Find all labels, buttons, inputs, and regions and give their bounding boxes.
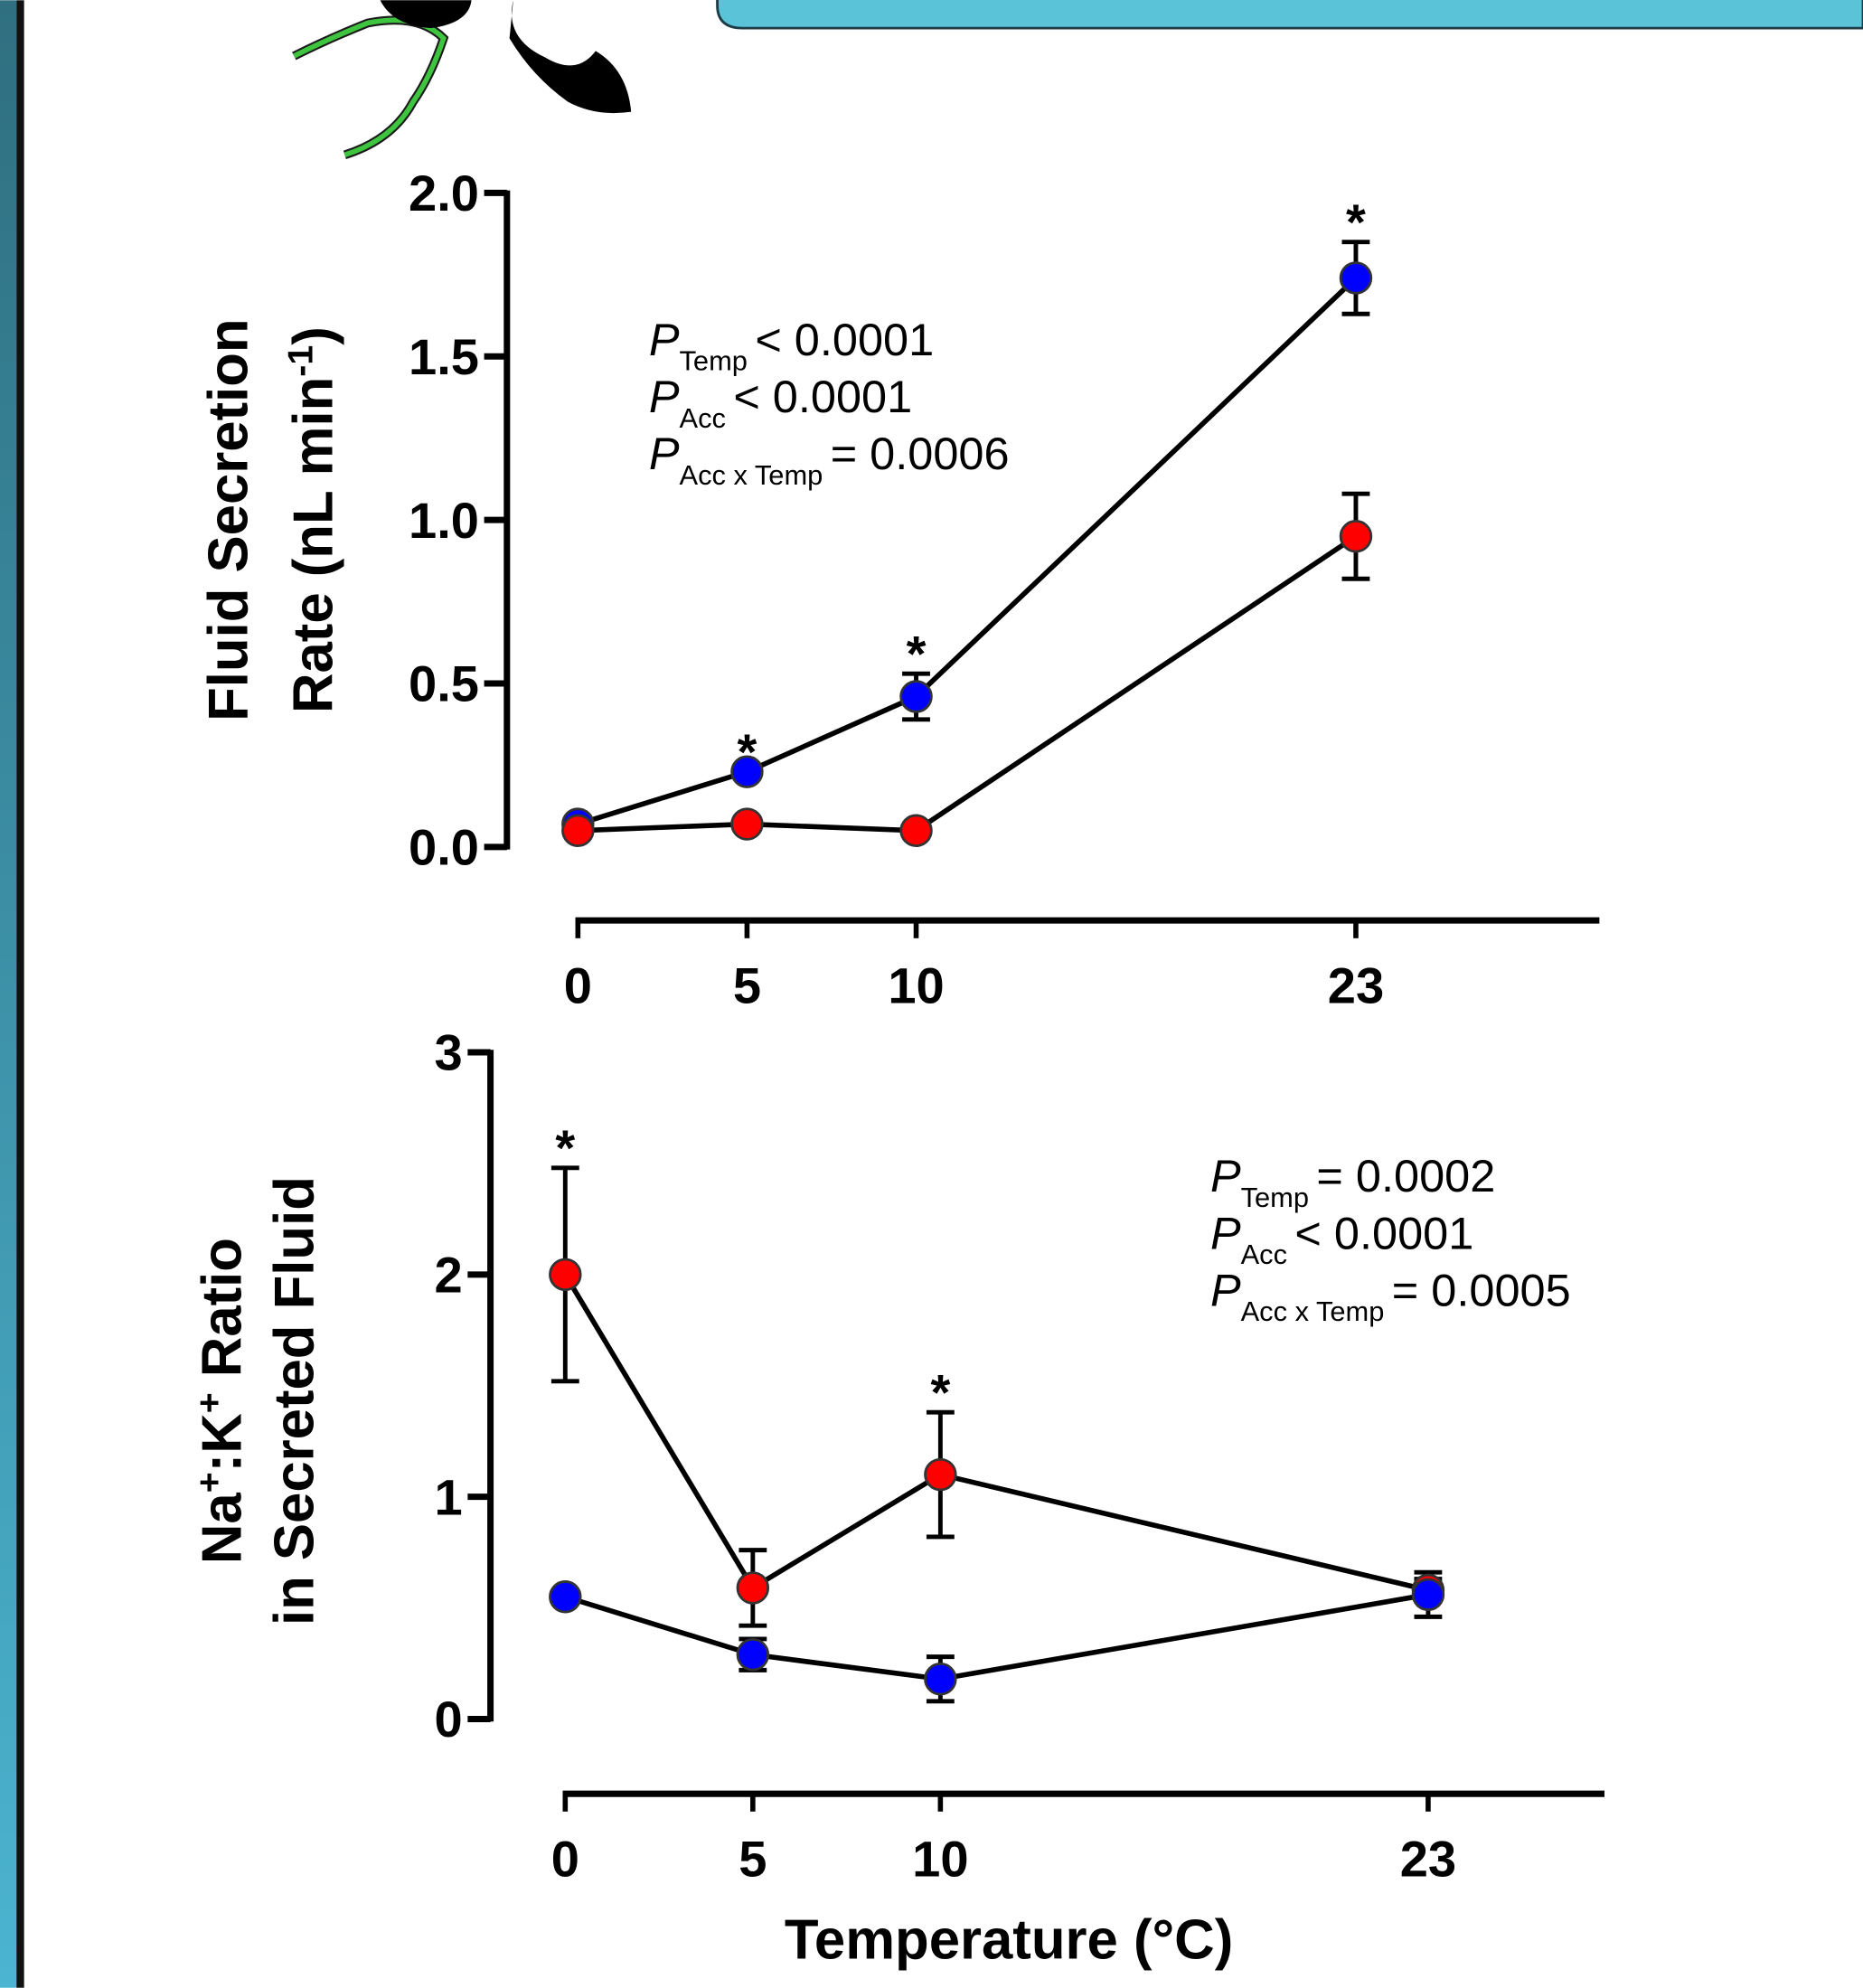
y-tick-label: 1.0 — [409, 492, 479, 549]
x-tick-label: 5 — [733, 956, 761, 1013]
y-tick-label: 0.0 — [409, 818, 479, 875]
data-point — [549, 1258, 582, 1292]
stat-line: PAcc x Temp = 0.0006 — [649, 428, 1010, 491]
y-axis-label: Na+:K+ Ratio — [189, 1238, 253, 1564]
data-point — [730, 755, 764, 788]
y-axis-label-part: + — [189, 1392, 229, 1413]
data-point — [1339, 519, 1373, 553]
stat-subscript: Acc — [1241, 1239, 1287, 1270]
series-line — [578, 533, 1358, 834]
header-box — [716, 0, 1863, 30]
x-tick-label: 0 — [551, 1830, 579, 1887]
stat-symbol: P — [649, 371, 680, 422]
x-axis-label: Temperature (°C) — [785, 1908, 1233, 1971]
data-point — [730, 807, 764, 841]
x-tick-label: 0 — [564, 956, 592, 1013]
stat-subscript: Acc x Temp — [680, 459, 823, 491]
data-point — [924, 1457, 957, 1492]
y-tick-label: 3 — [435, 1024, 463, 1081]
stat-line: PAcc x Temp = 0.0005 — [1210, 1264, 1571, 1327]
y-axis-label-part: :K — [191, 1413, 253, 1472]
data-point — [736, 1571, 770, 1605]
side-border — [16, 0, 24, 1988]
stat-symbol: P — [1210, 1207, 1241, 1258]
y-tick-label: 0.5 — [409, 655, 479, 712]
series-line — [577, 276, 1358, 827]
chart: 0.0 0.5 1.0 1.5 2.0 0 5 10 23 Fluid Secretion Rate… — [197, 165, 1600, 1013]
stat-text: < 0.0001 — [733, 371, 912, 422]
y-axis-label-part: Ratio — [191, 1238, 253, 1392]
stat-subscript: Temp — [680, 345, 748, 377]
data-point — [899, 680, 933, 713]
y-tick-label: 1.5 — [409, 328, 479, 385]
stat-symbol: P — [649, 428, 680, 479]
stat-text: < 0.0001 — [1294, 1207, 1473, 1258]
significance-marker: * — [907, 625, 927, 682]
x-tick-label: 23 — [1400, 1830, 1456, 1887]
y-axis-label-part: Na — [191, 1493, 253, 1565]
stat-line: PTemp = 0.0002 — [1210, 1150, 1495, 1213]
stat-text: = 0.0005 — [1392, 1264, 1571, 1315]
significance-marker: * — [930, 1363, 950, 1420]
stat-line: PAcc < 0.0001 — [1210, 1207, 1473, 1270]
stat-subscript: Acc — [680, 402, 726, 434]
stat-symbol: P — [1210, 1264, 1241, 1315]
data-point — [924, 1662, 957, 1696]
side-strip — [0, 0, 17, 1988]
stat-subscript: Acc x Temp — [1241, 1295, 1385, 1327]
data-point — [736, 1637, 770, 1672]
y-axis-label: in Secreted Fluid — [263, 1176, 325, 1625]
stat-text: < 0.0001 — [755, 314, 934, 365]
data-point — [1339, 261, 1373, 295]
significance-marker: * — [738, 723, 757, 780]
y-axis-label-part: -1 — [280, 345, 320, 377]
stat-subscript: Temp — [1241, 1182, 1309, 1213]
stat-text: = 0.0002 — [1316, 1150, 1495, 1201]
x-tick-label: 10 — [912, 1830, 968, 1887]
x-tick-label: 10 — [888, 956, 944, 1013]
y-axis-label-part: + — [189, 1472, 229, 1493]
x-tick-label: 23 — [1328, 956, 1384, 1013]
stat-line: PTemp < 0.0001 — [649, 314, 934, 377]
y-tick-label: 2.0 — [409, 165, 479, 221]
data-point — [561, 814, 595, 848]
mosquito-icon — [292, 0, 632, 160]
y-axis-label-part: Fluid Secretion — [197, 318, 259, 721]
significance-marker: * — [555, 1119, 575, 1176]
significance-marker: * — [1346, 193, 1366, 250]
series-line — [562, 1273, 1429, 1593]
y-tick-label: 1 — [435, 1468, 463, 1525]
y-axis-label-part: ) — [282, 326, 344, 345]
x-tick-label: 5 — [739, 1830, 767, 1887]
y-axis-label: Fluid Secretion — [197, 318, 259, 721]
stat-symbol: P — [649, 314, 680, 365]
data-point — [549, 1580, 582, 1614]
stat-text: = 0.0006 — [831, 428, 1010, 479]
stat-line: PAcc < 0.0001 — [649, 371, 912, 434]
series-line — [564, 1592, 1429, 1682]
y-axis-label-part: Rate (nL min — [282, 377, 344, 713]
data-point — [899, 814, 933, 848]
y-tick-label: 0 — [435, 1691, 463, 1748]
y-tick-label: 2 — [435, 1246, 463, 1303]
stat-symbol: P — [1210, 1150, 1241, 1201]
y-axis-label: Rate (nL min-1) — [280, 326, 344, 713]
y-axis-label-part: in Secreted Fluid — [263, 1176, 325, 1625]
data-point — [1411, 1578, 1445, 1612]
